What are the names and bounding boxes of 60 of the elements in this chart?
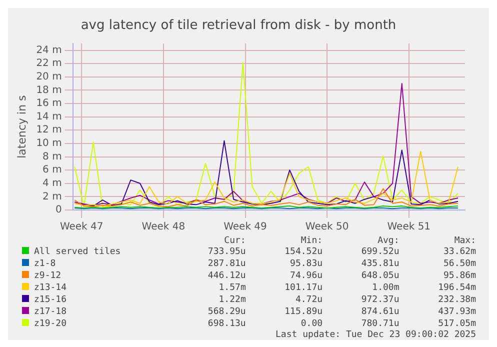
x-tick-label: Week 47 — [60, 222, 104, 233]
x-tick-label: Week 51 — [387, 222, 431, 233]
text: 4.72u — [294, 294, 324, 306]
text: 874.61u — [360, 306, 400, 318]
text: 287.81u — [206, 258, 247, 270]
y-tick-label: 12 m — [36, 124, 62, 136]
text: 0.00 — [300, 318, 324, 330]
text: 101.17u — [284, 282, 324, 294]
y-tick-label: 22 m — [36, 58, 62, 70]
chart-title: avg latency of tile retrieval from disk - by month — [80, 18, 396, 34]
text: Min: — [300, 236, 324, 246]
legend-label: z1-8 — [33, 258, 57, 270]
text: Max: — [453, 236, 477, 246]
y-tick-label: 18 m — [36, 84, 62, 96]
text: Cur: — [223, 236, 247, 246]
y-tick-label: 24 m — [36, 44, 62, 56]
y-tick-label: 10 m — [36, 138, 62, 150]
text: 115.89u — [284, 306, 324, 318]
text: 154.52u — [284, 246, 324, 258]
text: 437.93m — [437, 306, 477, 318]
text: 780.71u — [360, 318, 400, 330]
y-tick-label: 4 m — [42, 178, 62, 189]
text: 972.37u — [360, 294, 400, 306]
y-axis-title: latency in s — [15, 94, 28, 158]
text: 1.22m — [218, 294, 247, 306]
text: 74.96u — [289, 270, 324, 282]
text: 56.50m — [442, 258, 477, 270]
legend-label: z17-18 — [33, 306, 68, 318]
x-tick-label: Week 50 — [305, 222, 349, 233]
text: 517.05m — [437, 318, 477, 330]
text: 446.12u — [206, 270, 247, 282]
text: 698.13u — [206, 318, 247, 330]
y-tick-label: 2 m — [42, 191, 62, 202]
text: Avg: — [376, 236, 400, 246]
y-tick-label: 8 m — [42, 151, 62, 162]
legend-label: z9-12 — [33, 270, 62, 282]
text: 699.52u — [360, 246, 400, 258]
x-tick-label: Week 48 — [142, 222, 186, 233]
text: 648.05u — [360, 270, 400, 282]
text: 232.38m — [437, 294, 477, 306]
y-tick-label: 20 m — [36, 71, 62, 82]
text: 435.81u — [360, 258, 400, 270]
text: 1.57m — [218, 282, 247, 294]
text: 568.29u — [206, 306, 247, 318]
legend-label: z13-14 — [33, 282, 68, 294]
text: Last update: Tue Dec 23 09:00:02 2025 — [274, 330, 477, 340]
legend-label: z15-16 — [33, 294, 68, 306]
text: 733.95u — [206, 246, 247, 258]
text: 95.83u — [289, 258, 324, 270]
legend-label: All served tiles — [33, 246, 122, 258]
text: 33.62m — [442, 246, 477, 258]
x-tick-label: Week 49 — [224, 222, 267, 233]
legend-label: z19-20 — [33, 318, 68, 330]
y-tick-label: 14 m — [36, 111, 62, 122]
y-tick-label: 0 — [55, 204, 62, 216]
y-tick-label: 6 m — [42, 164, 62, 176]
y-tick-label: 16 m — [36, 98, 62, 110]
text: 196.54m — [437, 282, 477, 294]
text: 95.86m — [442, 270, 477, 282]
text: 1.00m — [371, 282, 400, 294]
